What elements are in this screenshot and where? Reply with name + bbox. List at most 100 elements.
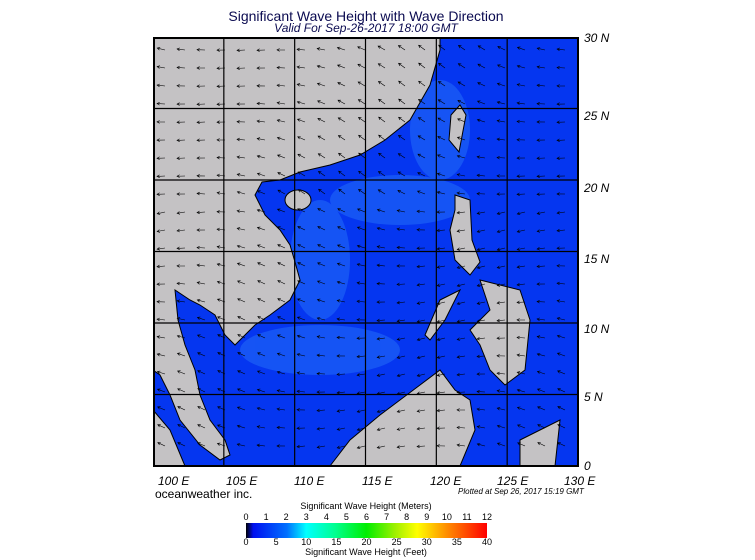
wave-arrow [316, 445, 326, 449]
wave-arrow [296, 353, 306, 357]
wave-arrow [277, 298, 286, 303]
wave-arrow [256, 244, 266, 249]
wave-arrow [276, 425, 286, 430]
wave-arrow [436, 444, 446, 448]
wave-arrow [156, 174, 166, 178]
wave-arrow [197, 442, 206, 447]
wave-arrow [358, 134, 366, 141]
wave-arrow [456, 408, 466, 412]
wave-arrow [556, 228, 566, 233]
wave-arrow [317, 226, 326, 231]
wave-arrow [196, 298, 206, 303]
wave-arrow [176, 174, 186, 178]
wave-arrow [556, 211, 566, 215]
wave-arrow [316, 353, 326, 358]
wave-arrow [296, 316, 306, 321]
wave-arrow [176, 211, 186, 215]
wave-arrow [456, 265, 466, 269]
wave-arrow [416, 283, 426, 287]
wave-arrow [516, 424, 526, 429]
wave-arrow [177, 406, 186, 411]
map-frame [153, 37, 579, 467]
wave-arrow [457, 63, 466, 69]
wave-arrow [338, 188, 346, 195]
wave-arrow [316, 335, 326, 339]
wave-arrow [296, 444, 306, 449]
wave-arrow [436, 426, 446, 430]
wave-arrow [536, 247, 546, 251]
wave-arrow [436, 337, 446, 341]
wave-arrow [276, 136, 286, 141]
wave-arrow [476, 118, 486, 123]
colorbar [246, 523, 487, 538]
wave-arrow [557, 424, 566, 429]
wave-arrow [556, 317, 566, 321]
wave-arrow [257, 316, 266, 321]
wave-arrow [377, 171, 386, 177]
wave-arrow [297, 208, 306, 213]
wave-arrow [376, 282, 386, 286]
wave-arrow [376, 427, 386, 431]
wave-arrow [436, 172, 446, 177]
wave-arrow [337, 135, 346, 141]
feet-tick: 20 [361, 537, 372, 547]
wave-arrow [318, 188, 326, 195]
wave-arrow [396, 282, 406, 287]
wave-arrow [236, 424, 246, 429]
wave-arrow [256, 119, 266, 123]
wave-arrow [196, 102, 206, 106]
wave-arrow [156, 229, 166, 233]
wave-arrow [376, 355, 386, 359]
wave-arrow [557, 370, 566, 375]
wave-arrow [277, 244, 286, 249]
wave-arrow [378, 134, 386, 141]
wave-arrow [317, 153, 326, 159]
wave-arrow [537, 406, 546, 411]
lat-label: 10 N [584, 322, 610, 336]
meters-tick: 4 [323, 512, 329, 522]
wave-arrow [476, 407, 486, 411]
wave-arrow [516, 119, 526, 124]
wave-arrow [397, 189, 406, 195]
wave-arrow [317, 135, 326, 141]
wave-arrow [376, 245, 386, 249]
wave-arrow [496, 283, 506, 287]
wave-arrow [156, 300, 166, 304]
wave-arrow [556, 156, 566, 160]
wave-arrow [396, 445, 406, 449]
wave-arrow [536, 282, 546, 286]
meters-tick: 9 [424, 512, 430, 522]
wave-arrow [176, 192, 186, 196]
wave-arrow [237, 388, 246, 393]
wave-map [153, 37, 579, 467]
wave-arrow [317, 171, 326, 177]
wave-arrow [176, 264, 186, 268]
wave-arrow [456, 191, 466, 195]
wave-arrow [536, 370, 546, 375]
wave-arrow [456, 247, 466, 251]
wave-arrow [438, 62, 446, 69]
wave-arrow [456, 173, 466, 177]
wave-arrow [456, 319, 466, 323]
lon-label: 100 E [158, 474, 190, 488]
wave-arrow [156, 335, 166, 339]
wave-arrow [357, 116, 366, 123]
wave-arrow [396, 355, 406, 359]
wave-arrow [176, 228, 186, 233]
lon-label: 105 E [226, 474, 258, 488]
wave-arrow [476, 155, 486, 159]
wave-arrow [297, 244, 306, 249]
wave-arrow [256, 370, 266, 375]
wave-arrow [236, 120, 246, 124]
wave-arrow [256, 48, 266, 52]
lat-label: 25 N [584, 109, 610, 123]
wave-arrow [357, 81, 366, 87]
wave-arrow [336, 390, 346, 395]
wave-arrow [157, 406, 166, 411]
wave-arrow [416, 228, 426, 232]
graticule [153, 37, 578, 466]
wave-arrow [536, 65, 546, 69]
wave-arrow [337, 208, 346, 213]
wave-arrow [296, 100, 306, 105]
wave-arrow [496, 424, 506, 429]
